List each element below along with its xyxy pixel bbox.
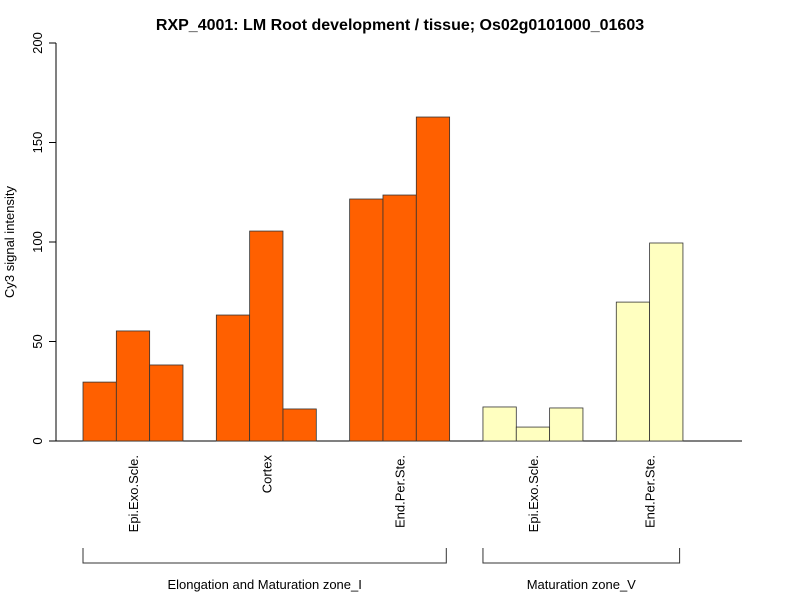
bar [149,364,184,442]
bar [282,408,317,442]
y-axis-label: Cy3 signal intensity [2,186,17,298]
chart-title: RXP_4001: LM Root development / tissue; … [156,17,644,34]
x-tick-label: Epi.Exo.Scle. [526,455,541,532]
bar [349,198,384,442]
bar [415,116,451,442]
x-tick-label: End.Per.Ste. [393,455,408,528]
bar [649,242,684,442]
bar [82,381,117,442]
bar [615,301,651,442]
bar [215,314,251,442]
bars [82,116,684,442]
zone-label: Elongation and Maturation zone_I [167,577,361,592]
bar [249,230,284,442]
bar [515,426,551,442]
zone-brackets: Elongation and Maturation zone_I Maturati… [82,548,681,592]
zone-bracket [482,548,681,564]
x-tick-label: End.Per.Ste. [643,455,658,528]
x-tick-label: Epi.Exo.Scle. [126,455,141,532]
bar [382,194,417,442]
y-tick-label: 200 [30,32,45,54]
x-tick-label: Cortex [259,455,274,494]
bar [482,406,517,442]
y-tick-label: 100 [30,231,45,253]
zone-bracket [82,548,447,564]
x-tick-labels: Epi.Exo.Scle. Cortex End.Per.Ste. Epi.Exo.S… [126,455,658,533]
y-tick-label: 0 [30,437,45,444]
zone-label: Maturation zone_V [527,577,636,592]
bar [115,330,151,442]
bar [549,407,584,442]
y-tick-label: 50 [30,334,45,348]
y-tick-label: 150 [30,132,45,154]
